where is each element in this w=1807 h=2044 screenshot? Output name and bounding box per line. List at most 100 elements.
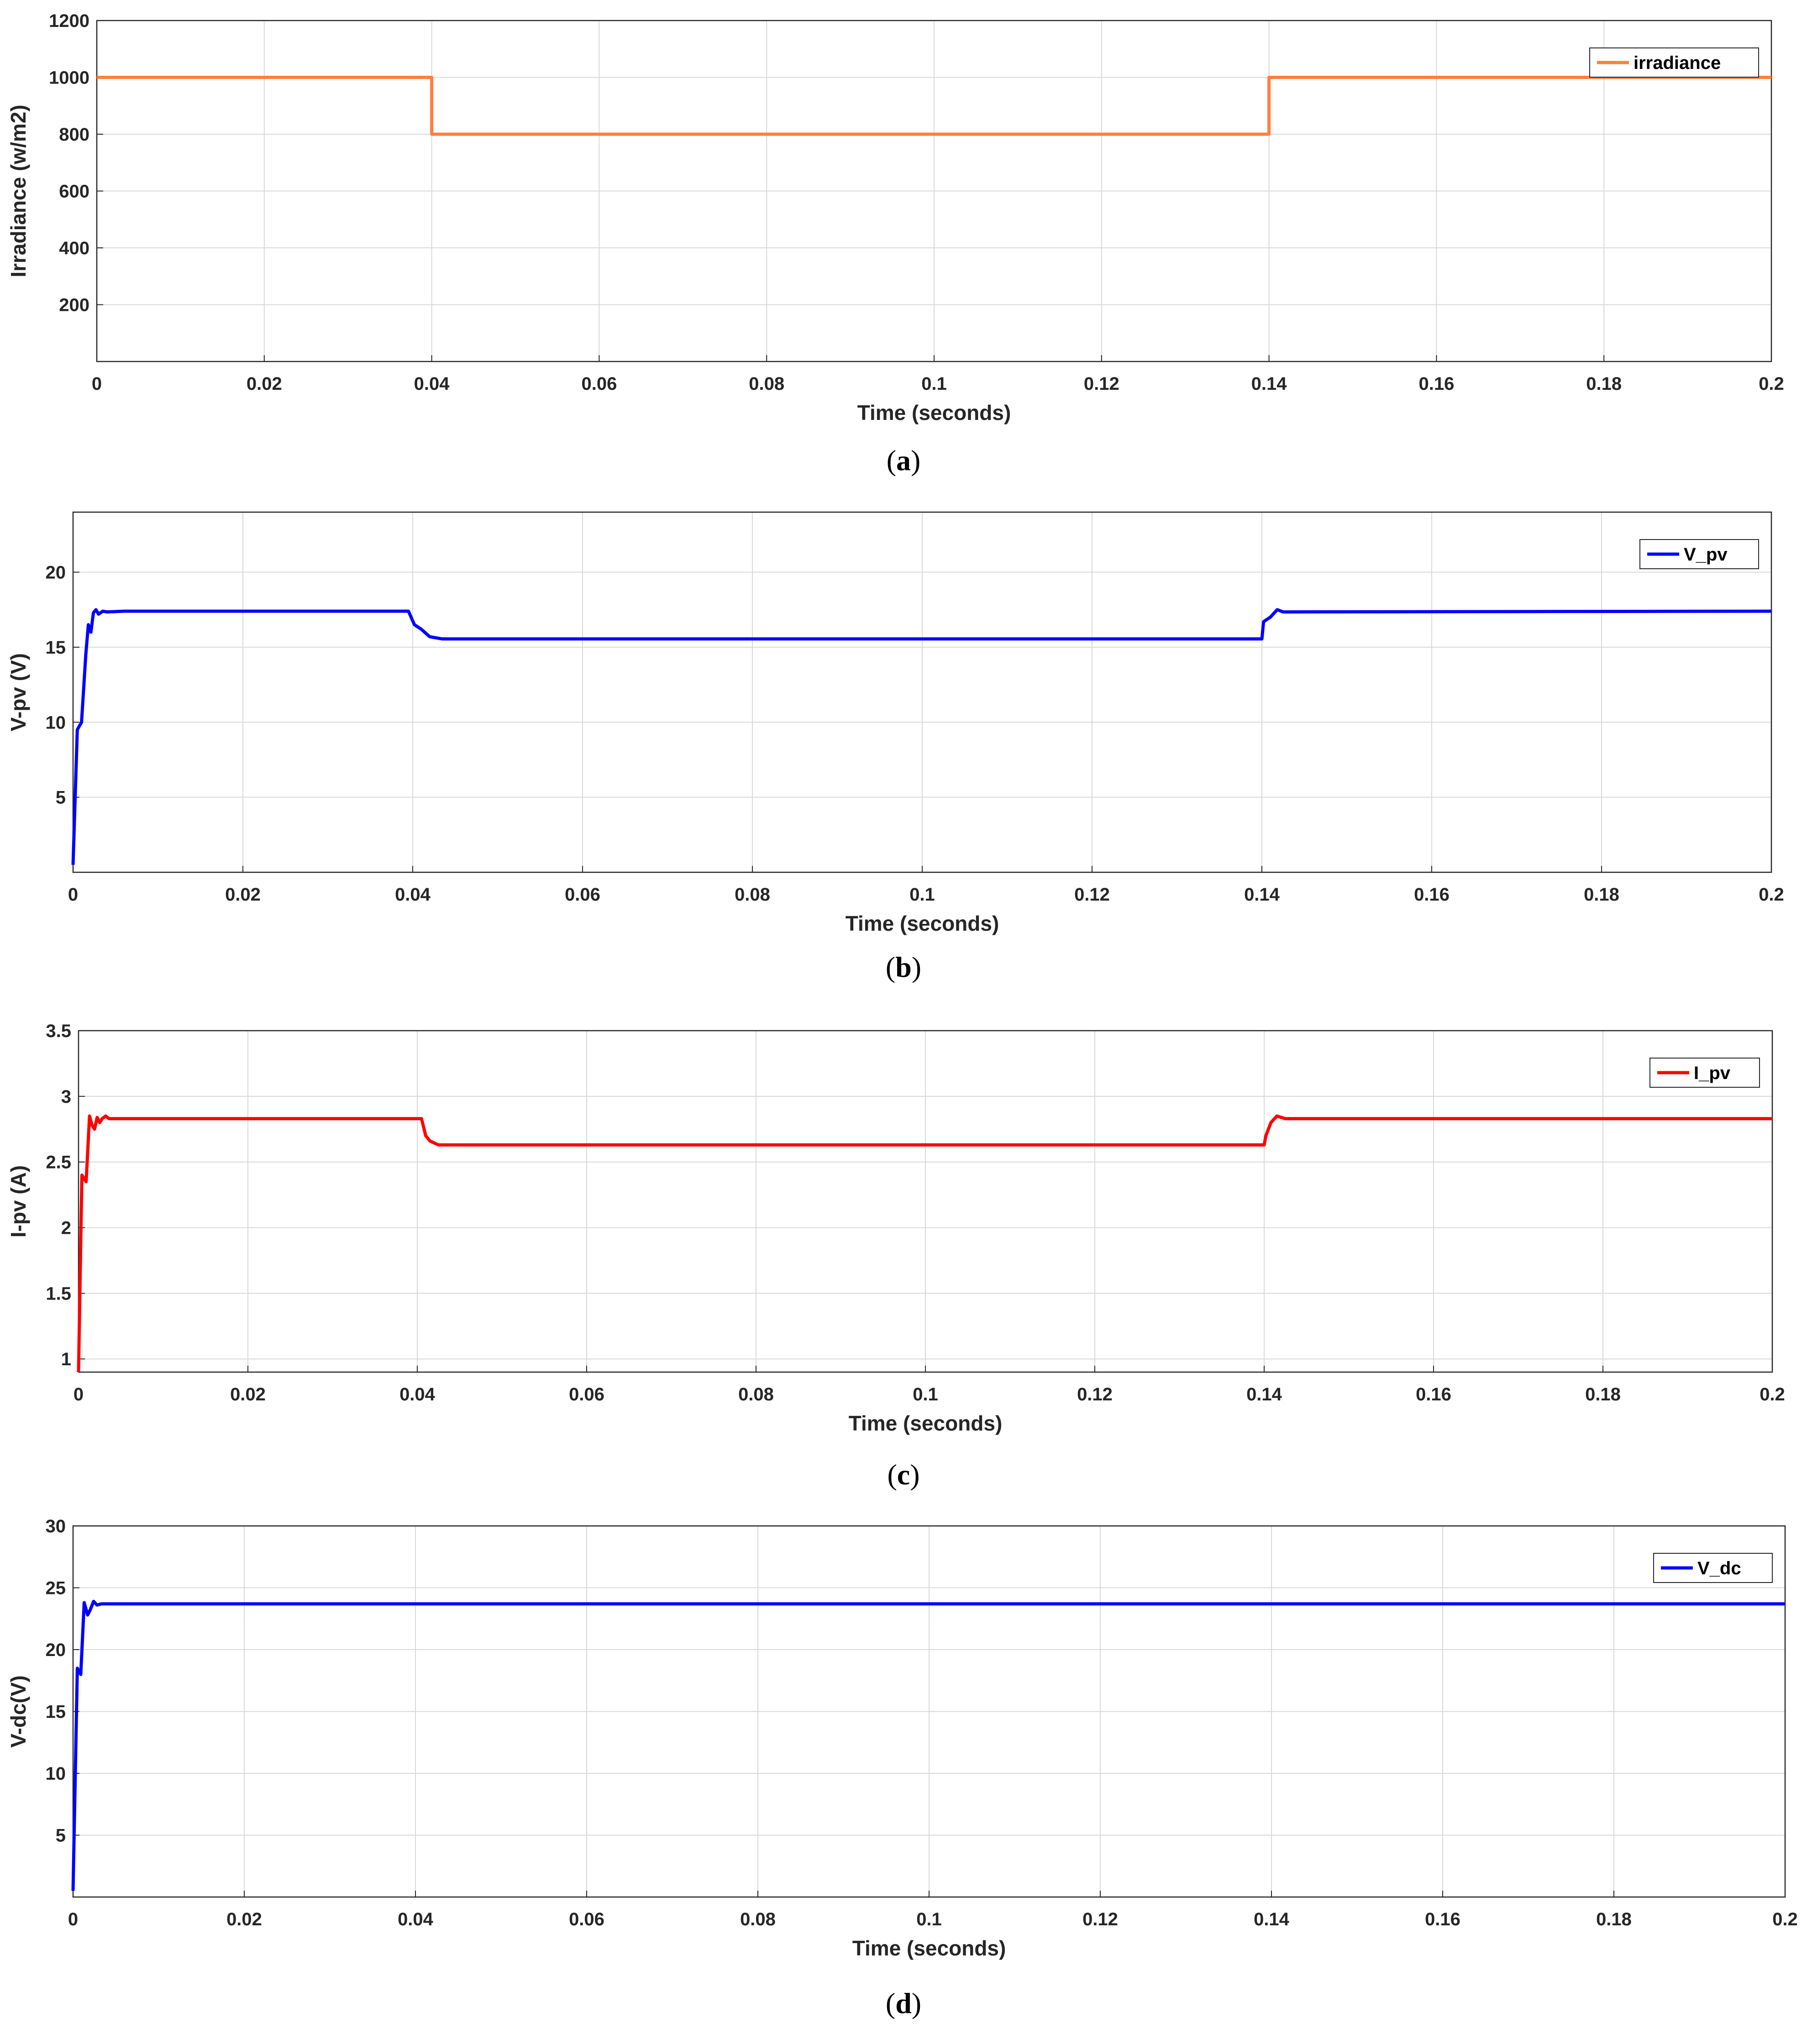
y-tick-label: 10 — [46, 1764, 66, 1784]
x-tick-label: 0.04 — [399, 1384, 436, 1405]
x-tick-label: 0 — [68, 885, 78, 905]
x-tick-label: 0.1 — [916, 1909, 942, 1929]
x-tick-label: 0.18 — [1596, 1909, 1632, 1929]
x-tick-label: 0.16 — [1418, 374, 1454, 394]
x-tick-label: 0.06 — [569, 1384, 604, 1405]
x-tick-label: 0.08 — [740, 1909, 776, 1929]
panel-caption-letter: a — [896, 444, 911, 477]
x-tick-label: 0.02 — [247, 374, 282, 394]
x-tick-label: 0.02 — [225, 885, 261, 905]
chart-panel-c: 0 0.02 0.04 0.06 0.08 0.1 0.12 0.14 0.16 0.18 0.2 1… — [6, 1021, 1785, 1491]
x-tick-label: 0.18 — [1586, 374, 1622, 394]
y-tick-label: 2.5 — [46, 1153, 71, 1173]
y-axis-label: I-pv (A) — [6, 1165, 30, 1237]
axes-frame — [72, 511, 1772, 873]
x-tick-label: 0 — [68, 1909, 78, 1929]
y-axis-label: Irradiance (w/m2) — [6, 105, 30, 277]
x-axis-label: Time (seconds) — [852, 1936, 1006, 1960]
panel-caption: (b) — [886, 951, 921, 983]
x-tick-label: 0.04 — [414, 374, 450, 394]
x-tick-label: 0.08 — [735, 885, 770, 905]
y-tick-label: 1.5 — [46, 1284, 71, 1304]
x-tick-label: 0.06 — [581, 374, 617, 394]
y-tick-label: 20 — [46, 1640, 66, 1660]
y-tick-label: 5 — [56, 788, 66, 808]
x-tick-label: 0.14 — [1254, 1909, 1290, 1929]
x-tick-label: 0.2 — [1772, 1909, 1798, 1929]
y-tick-label: 1000 — [49, 68, 89, 88]
x-tick-label: 0 — [74, 1384, 84, 1405]
axes-frame — [78, 1030, 1773, 1373]
chart-panel-b: 0 0.02 0.04 0.06 0.08 0.1 0.12 0.14 0.16 0.18 0.2 5… — [6, 511, 1784, 983]
x-tick-label: 0.14 — [1246, 1384, 1282, 1405]
y-tick-label: 200 — [59, 295, 89, 315]
y-tick-label: 20 — [46, 563, 66, 583]
legend-label: V_dc — [1697, 1558, 1741, 1578]
y-tick-label: 25 — [46, 1578, 66, 1599]
x-tick-label: 0.1 — [913, 1384, 938, 1405]
y-tick-label: 3.5 — [46, 1021, 71, 1041]
legend-label: V_pv — [1684, 545, 1728, 565]
chart-panel-a: 0 0.02 0.04 0.06 0.08 0.1 0.12 0.14 0.16 0.18 0.2 2… — [6, 11, 1784, 477]
panel-caption: (a) — [887, 444, 921, 477]
x-axis-label: Time (seconds) — [846, 912, 999, 935]
x-tick-label: 0.08 — [749, 374, 784, 394]
y-tick-label: 15 — [46, 1702, 66, 1722]
y-tick-label: 1 — [61, 1349, 71, 1369]
axes-frame — [72, 1525, 1786, 1898]
x-tick-label: 0.08 — [738, 1384, 774, 1405]
x-axis-label: Time (seconds) — [857, 401, 1011, 425]
panel-caption: (d) — [886, 1987, 921, 2019]
y-tick-label: 15 — [46, 638, 66, 658]
x-tick-label: 0.16 — [1416, 1384, 1451, 1405]
x-tick-label: 0.12 — [1082, 1909, 1118, 1929]
y-tick-label: 30 — [46, 1516, 66, 1536]
x-axis-label: Time (seconds) — [849, 1411, 1003, 1435]
y-tick-label: 600 — [59, 182, 89, 202]
x-tick-label: 0.12 — [1074, 885, 1110, 905]
y-tick-label: 10 — [46, 713, 66, 733]
x-tick-label: 0.16 — [1414, 885, 1450, 905]
y-tick-label: 1200 — [49, 11, 89, 31]
y-tick-label: 2 — [61, 1218, 71, 1238]
panel-caption-letter: c — [897, 1458, 910, 1491]
x-tick-label: 0.02 — [230, 1384, 266, 1405]
legend-label: irradiance — [1634, 53, 1721, 73]
axes-frame — [96, 20, 1772, 362]
x-tick-label: 0.02 — [226, 1909, 262, 1929]
series-line-V_pv — [71, 608, 1772, 865]
x-tick-label: 0.04 — [395, 885, 431, 905]
x-tick-label: 0.14 — [1244, 885, 1280, 905]
x-tick-label: 0.16 — [1425, 1909, 1460, 1929]
panel-caption: (c) — [887, 1458, 919, 1491]
panel-caption-letter: d — [895, 1987, 912, 2019]
x-tick-label: 0.14 — [1251, 374, 1287, 394]
legend-label: I_pv — [1694, 1063, 1731, 1083]
x-tick-label: 0.18 — [1584, 885, 1619, 905]
series-line-V_dc — [71, 1599, 1785, 1891]
x-tick-label: 0.18 — [1585, 1384, 1621, 1405]
x-tick-label: 0.2 — [1759, 885, 1784, 905]
panel-caption-letter: b — [895, 951, 912, 983]
y-tick-label: 3 — [61, 1087, 71, 1107]
x-tick-label: 0.2 — [1759, 374, 1784, 394]
x-tick-label: 0 — [92, 374, 102, 394]
chart-panel-d: 0 0.02 0.04 0.06 0.08 0.1 0.12 0.14 0.16 0.18 0.2 5… — [6, 1516, 1798, 2019]
y-axis-label: V-pv (V) — [6, 653, 30, 731]
y-tick-label: 5 — [56, 1826, 66, 1846]
y-tick-label: 800 — [59, 125, 89, 145]
x-tick-label: 0.12 — [1084, 374, 1119, 394]
series-line-irradiance — [97, 76, 1771, 136]
legend-box — [1639, 539, 1759, 569]
x-tick-label: 0.06 — [565, 885, 600, 905]
x-tick-label: 0.2 — [1760, 1384, 1785, 1405]
x-tick-label: 0.1 — [909, 885, 935, 905]
x-tick-label: 0.1 — [921, 374, 947, 394]
x-tick-label: 0.12 — [1077, 1384, 1113, 1405]
series-line-I_pv — [77, 1114, 1772, 1373]
y-axis-label: V-dc(V) — [6, 1675, 30, 1747]
y-tick-label: 400 — [59, 238, 89, 258]
x-tick-label: 0.04 — [398, 1909, 434, 1929]
x-tick-label: 0.06 — [569, 1909, 604, 1929]
